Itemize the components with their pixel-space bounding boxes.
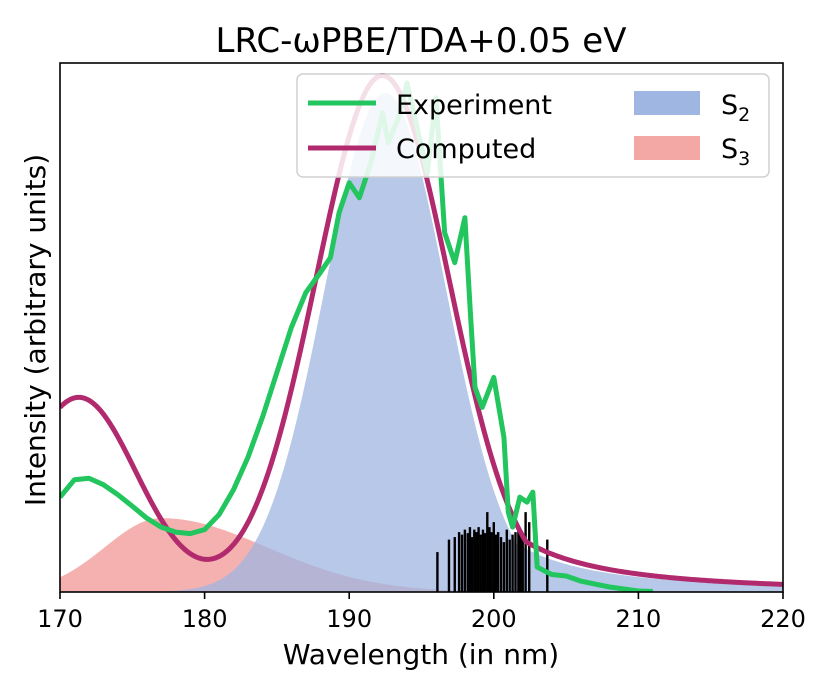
legend-s3-label: S3 <box>721 134 750 170</box>
legend-experiment-label: Experiment <box>396 90 552 121</box>
x-tick-label: 190 <box>326 605 372 633</box>
chart-title: LRC-ωPBE/TDA+0.05 eV <box>216 21 627 61</box>
stick-spectrum <box>436 512 549 592</box>
legend: Experiment Computed S2 S3 <box>296 73 770 178</box>
y-axis-label: Intensity (arbitrary units) <box>19 154 52 506</box>
x-tick-label: 180 <box>182 605 228 633</box>
x-tick-label: 200 <box>471 605 517 633</box>
x-axis: 170 180 190 200 210 220 <box>37 592 806 633</box>
x-tick-label: 220 <box>760 605 806 633</box>
legend-s3-subscript: 3 <box>738 148 750 170</box>
legend-s3-swatch <box>634 136 700 160</box>
x-tick-label: 170 <box>37 605 83 633</box>
legend-s2-swatch <box>634 91 700 115</box>
legend-s3-letter: S <box>721 134 738 165</box>
legend-s2-subscript: 2 <box>738 104 750 126</box>
plot-frame <box>59 62 784 593</box>
x-axis-label: Wavelength (in nm) <box>283 638 559 671</box>
legend-s2-label: S2 <box>721 90 750 126</box>
legend-s2-letter: S <box>721 90 738 121</box>
s2-area <box>60 92 783 592</box>
x-tick-label: 210 <box>615 605 661 633</box>
legend-computed-label: Computed <box>396 134 536 165</box>
